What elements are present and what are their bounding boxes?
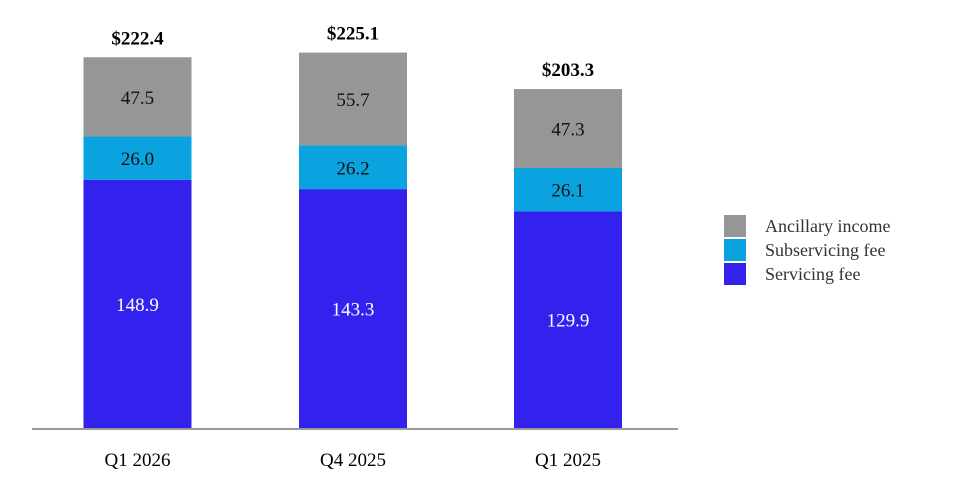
bar-servicing-fee-q4-2025 (299, 189, 407, 428)
data-label-ancillary-income-q4-2025: 55.7 (336, 90, 369, 111)
legend: Ancillary income Subservicing fee Servicin… (724, 215, 890, 285)
data-label-subservicing-fee-q1-2026: 26.0 (121, 149, 154, 170)
legend-swatch-ancillary-income (724, 215, 746, 237)
data-label-servicing-fee-q4-2025: 143.3 (332, 300, 375, 321)
data-label-ancillary-income-q1-2025: 47.3 (551, 120, 584, 141)
category-label-q4-2025: Q4 2025 (320, 450, 386, 471)
data-label-ancillary-income-q1-2026: 47.5 (121, 88, 154, 109)
bars-group (83, 52, 622, 428)
total-label-q1-2025: $203.3 (542, 60, 594, 81)
bar-subservicing-fee-q1-2025 (514, 167, 622, 212)
labels-group: 148.9 26.0 47.5 $222.4 Q1 2026 143.3 26.2 55.7 $… (105, 24, 601, 471)
legend-swatch-subservicing-fee (724, 239, 746, 261)
bar-subservicing-fee-q4-2025 (299, 145, 407, 190)
total-label-q1-2026: $222.4 (111, 28, 164, 49)
bar-servicing-fee-q1-2025 (514, 211, 622, 428)
bar-ancillary-income-q1-2025 (514, 89, 622, 168)
category-label-q1-2026: Q1 2026 (105, 450, 171, 471)
legend-label-servicing-fee: Servicing fee (765, 264, 860, 284)
data-label-servicing-fee-q1-2025: 129.9 (547, 311, 590, 332)
legend-swatch-servicing-fee (724, 263, 746, 285)
data-label-subservicing-fee-q4-2025: 26.2 (336, 158, 369, 179)
data-label-servicing-fee-q1-2026: 148.9 (116, 295, 159, 316)
legend-label-ancillary-income: Ancillary income (765, 216, 890, 236)
category-label-q1-2025: Q1 2025 (535, 450, 601, 471)
bar-ancillary-income-q1-2026 (83, 57, 192, 137)
legend-label-subservicing-fee: Subservicing fee (765, 240, 885, 260)
bar-subservicing-fee-q1-2026 (83, 136, 192, 180)
total-label-q4-2025: $225.1 (327, 24, 379, 45)
data-label-subservicing-fee-q1-2025: 26.1 (551, 181, 584, 202)
bar-servicing-fee-q1-2026 (83, 179, 192, 428)
bar-ancillary-income-q4-2025 (299, 52, 407, 146)
